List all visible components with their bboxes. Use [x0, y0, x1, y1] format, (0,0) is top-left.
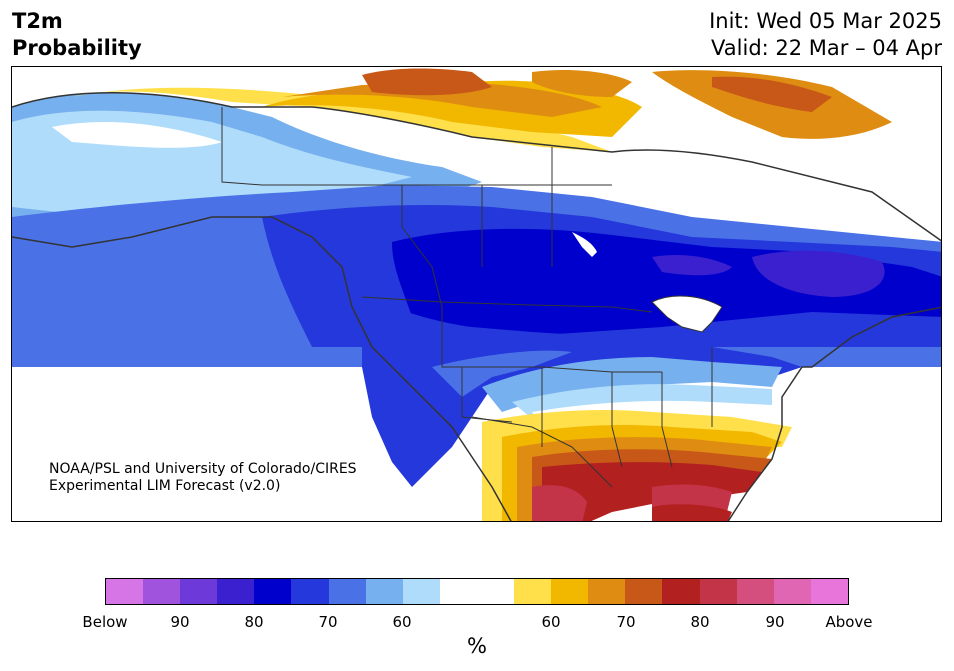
colorbar-tick-label: 70: [616, 613, 636, 631]
credit-text: NOAA/PSL and University of Colorado/CIRE…: [49, 461, 357, 495]
colorbar: [105, 578, 849, 605]
map-title: T2m Probability: [12, 8, 142, 62]
colorbar-segment: [551, 579, 589, 604]
colorbar-tick-label: Below: [82, 613, 128, 631]
colorbar-segment: [180, 579, 218, 604]
region-below-70-west: [432, 350, 572, 397]
probability-map: NOAA/PSL and University of Colorado/CIRE…: [11, 66, 942, 522]
region-below-60-central: [482, 357, 782, 412]
colorbar-segment: [588, 579, 626, 604]
colorbar-segment: [402, 579, 440, 604]
region-cuba: [652, 504, 732, 521]
colorbar-segment: [773, 579, 811, 604]
colorbar-tick-label: Above: [825, 613, 873, 631]
region-above-60-north: [72, 87, 612, 152]
colorbar-segment: [810, 579, 848, 604]
arctic-island-2: [532, 70, 632, 97]
lake-winnipeg: [572, 232, 597, 257]
colorbar-tick-label: 80: [244, 613, 264, 631]
region-below-85-east: [752, 250, 885, 297]
political-borders: [221, 107, 713, 488]
colorbar-tick-label: 80: [690, 613, 710, 631]
region-above-85-mexico: [532, 485, 587, 521]
colorbar-segment: [699, 579, 737, 604]
quantity-label: Probability: [12, 36, 142, 60]
colorbar-tick-label: 90: [765, 613, 785, 631]
colorbar-segment: [143, 579, 181, 604]
colorbar-tick-label: 60: [541, 613, 561, 631]
region-below-85-central: [652, 255, 732, 276]
valid-period: Valid: 22 Mar – 04 Apr: [711, 36, 942, 60]
hudson-neutral: [612, 151, 872, 222]
arctic-island-1: [362, 68, 492, 96]
credit-line-1: NOAA/PSL and University of Colorado/CIRE…: [49, 461, 357, 477]
colorbar-segment: [291, 579, 329, 604]
colorbar-tick-label: 60: [392, 613, 412, 631]
colorbar-segment: [217, 579, 255, 604]
colorbar-tick-label: 70: [318, 613, 338, 631]
arctic-island-4: [712, 76, 832, 112]
forecast-dates: Init: Wed 05 Mar 2025 Valid: 22 Mar – 04…: [709, 8, 942, 62]
coastline: [12, 92, 941, 521]
colorbar-segment: [625, 579, 663, 604]
colorbar-segment: [328, 579, 366, 604]
colorbar-segment: [365, 579, 403, 604]
colorbar-segment: [254, 579, 292, 604]
colorbar-segment: [476, 579, 515, 604]
great-lakes: [651, 295, 723, 333]
colorbar-segment: [662, 579, 700, 604]
colorbar-unit: %: [467, 634, 487, 658]
region-above-70-north: [282, 82, 602, 117]
colorbar-segment: [439, 579, 477, 604]
map-canvas: [12, 67, 941, 521]
region-neutral-alaska: [52, 122, 222, 148]
colorbar-segment: [106, 579, 144, 604]
colorbar-segment: [736, 579, 774, 604]
colorbar-segment: [514, 579, 552, 604]
credit-line-2: Experimental LIM Forecast (v2.0): [49, 478, 281, 494]
variable-label: T2m: [12, 9, 63, 33]
colorbar-tick-label: 90: [170, 613, 190, 631]
region-below-75-west: [362, 297, 802, 487]
init-date: Init: Wed 05 Mar 2025: [709, 9, 942, 33]
